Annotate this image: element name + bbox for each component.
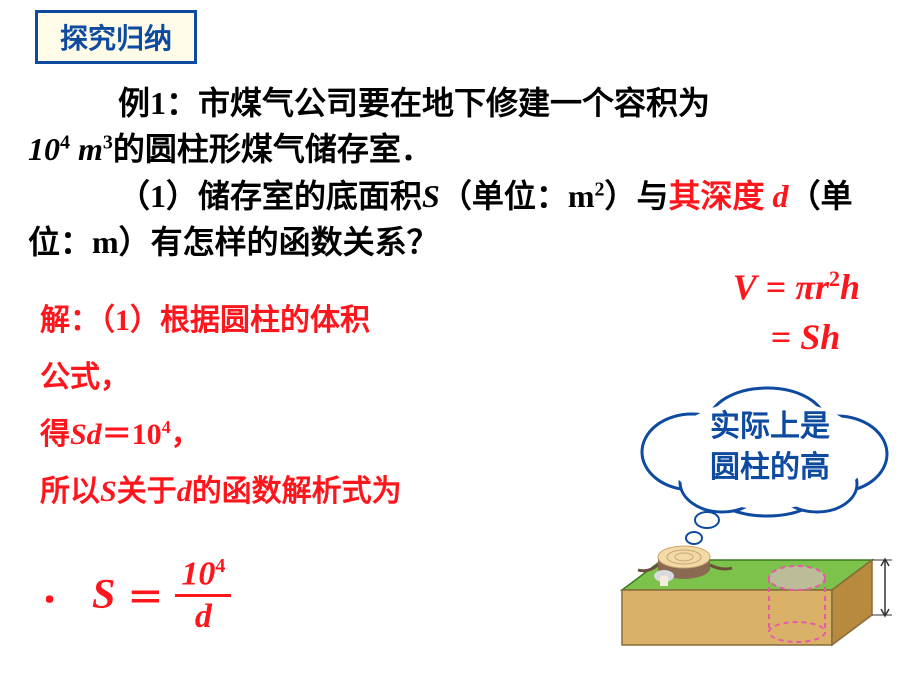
bubble-line2: 圆柱的高 <box>710 451 830 484</box>
sol-line4: 所以S关于d的函数解析式为 <box>40 463 500 520</box>
formula-row2: = Sh <box>733 312 860 362</box>
sol-l3exp: 4 <box>162 417 171 437</box>
volume-base: 10 <box>28 131 60 167</box>
sol-l4b: 关于 <box>117 475 177 508</box>
var-d: d <box>773 178 789 214</box>
fraction: 104 d <box>175 556 231 635</box>
formula-h: h <box>840 267 860 307</box>
thought-bubble: 实际上是 圆柱的高 <box>622 382 902 522</box>
solution-equation: ． S ＝ 104 d <box>40 556 231 635</box>
formula-eq1: = <box>757 267 796 307</box>
sol-Sd: Sd <box>70 418 102 451</box>
formula-Sh: Sh <box>800 317 840 357</box>
var-S: S <box>422 178 440 214</box>
formula-row1: V = πr2h <box>733 262 860 312</box>
sol-d2: d <box>177 475 192 508</box>
num-exp: 4 <box>215 555 225 577</box>
formula-r: r <box>815 267 829 307</box>
sol-l3a: 得 <box>40 418 70 451</box>
formula-eq2: = <box>771 317 801 357</box>
q1-prefix: （1）储存室的底面积 <box>118 178 422 214</box>
bubble-text: 实际上是 圆柱的高 <box>670 407 870 488</box>
q1-unit-suffix: ）与 <box>604 178 668 214</box>
section-header-label: 探究归纳 <box>60 24 172 55</box>
sol-l3b: ＝10 <box>102 418 162 451</box>
eq-sign: ＝ <box>127 569 163 621</box>
volume-unit-exp: 3 <box>103 132 113 154</box>
problem-line1-suffix: 的圆柱形煤气储存室． <box>113 131 433 167</box>
eq-S: S <box>92 571 115 619</box>
fraction-denominator: d <box>195 597 212 635</box>
soil-cylinder-icon <box>602 510 902 660</box>
q1-unit-exp: 2 <box>594 178 604 200</box>
depth-label: 其深度 <box>669 178 773 214</box>
sol-line2: 公式， <box>40 349 500 406</box>
num-base: 10 <box>181 555 215 592</box>
problem-text: 例1：市煤气公司要在地下修建一个容积为 104 m3的圆柱形煤气储存室． （1）… <box>28 80 883 266</box>
sol-l3c: ， <box>171 418 201 451</box>
volume-unit-base: m <box>70 131 103 167</box>
formula-r-exp: 2 <box>829 266 840 291</box>
sol-line3: 得Sd＝104， <box>40 406 500 463</box>
sol-l4a: 所以 <box>40 475 100 508</box>
ground-illustration <box>602 510 902 660</box>
problem-line1-prefix: 例1：市煤气公司要在地下修建一个容积为 <box>118 85 710 121</box>
solution-text: 解：（1）根据圆柱的体积 公式， 得Sd＝104， 所以S关于d的函数解析式为 <box>40 292 500 520</box>
sol-S2: S <box>100 475 117 508</box>
sol-l4c: 的函数解析式为 <box>192 475 402 508</box>
formula-pi: π <box>795 267 815 307</box>
q1-unit-prefix: （单位：m <box>440 178 595 214</box>
formula-V: V <box>733 267 757 307</box>
sol-line1: 解：（1）根据圆柱的体积 <box>40 292 500 349</box>
bubble-line1: 实际上是 <box>710 410 830 443</box>
volume-formula: V = πr2h = Sh <box>733 262 860 363</box>
volume-exp: 4 <box>60 132 70 154</box>
section-header-box: 探究归纳 <box>35 10 197 64</box>
fraction-numerator: 104 <box>175 556 231 597</box>
